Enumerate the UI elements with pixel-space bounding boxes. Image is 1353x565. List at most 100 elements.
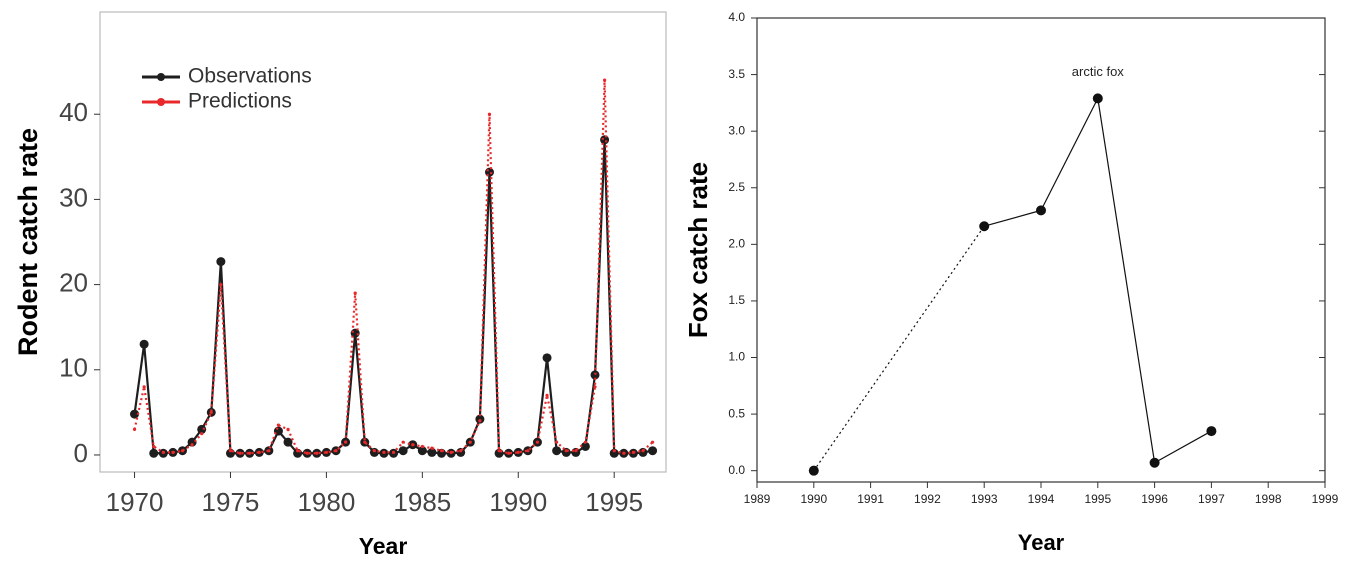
data-point — [401, 440, 405, 444]
data-point — [600, 135, 610, 145]
data-point — [542, 353, 552, 363]
data-point — [648, 446, 658, 456]
y-tick-label: 3.0 — [728, 123, 745, 137]
data-point — [808, 465, 819, 476]
data-point — [622, 451, 626, 455]
data-point — [216, 257, 226, 267]
y-tick-label: 1.5 — [728, 293, 745, 307]
data-point — [1036, 205, 1046, 216]
data-point — [574, 449, 578, 453]
data-point — [276, 423, 281, 427]
x-tick-label: 1993 — [971, 492, 998, 506]
x-tick-label: 1980 — [297, 487, 355, 517]
data-point — [439, 449, 444, 453]
data-point — [612, 449, 616, 453]
data-point — [398, 446, 408, 456]
data-point — [420, 444, 424, 449]
data-point — [200, 432, 204, 436]
x-tick-label: 1975 — [202, 487, 260, 517]
x-tick-label: 1970 — [106, 487, 164, 517]
y-tick-label: 0.0 — [728, 463, 745, 477]
series-segment — [1040, 98, 1099, 211]
x-axis-label: Year — [359, 533, 408, 559]
data-point — [149, 448, 159, 458]
plot-frame — [756, 17, 1326, 483]
data-point — [197, 424, 207, 434]
x-tick-label: 1995 — [1084, 492, 1111, 506]
y-tick-label: 0.5 — [728, 406, 745, 420]
data-point — [334, 449, 338, 453]
data-point — [180, 449, 185, 453]
y-tick-label: 40 — [59, 97, 88, 127]
series-segment — [813, 225, 985, 472]
data-point — [142, 385, 146, 389]
x-tick-label: 1990 — [489, 487, 547, 517]
data-point — [324, 450, 328, 455]
y-tick-label: 2.0 — [728, 237, 745, 251]
y-tick-label: 30 — [59, 182, 88, 212]
data-point — [417, 446, 427, 456]
y-tick-label: 4.0 — [728, 10, 745, 24]
data-point — [603, 78, 607, 82]
y-tick-label: 2.5 — [728, 180, 745, 194]
data-point — [641, 449, 645, 453]
x-tick-label: 1985 — [393, 487, 451, 517]
data-point — [139, 339, 149, 349]
data-point — [130, 409, 140, 419]
data-point — [552, 446, 562, 456]
data-point — [372, 449, 376, 453]
x-tick-label: 1995 — [585, 487, 643, 517]
data-point — [478, 419, 482, 423]
data-point — [353, 291, 357, 295]
data-point — [609, 448, 619, 458]
data-point — [526, 449, 530, 453]
data-point — [161, 450, 165, 455]
x-tick-label: 1992 — [914, 492, 941, 506]
data-point — [411, 443, 415, 447]
y-tick-label: 20 — [59, 267, 88, 297]
data-point — [209, 410, 213, 414]
x-tick-label: 1989 — [744, 492, 771, 506]
series-segment — [1097, 98, 1156, 463]
data-point — [305, 451, 309, 455]
data-point — [631, 450, 635, 455]
data-point — [1206, 426, 1217, 437]
data-point — [430, 446, 434, 450]
series-label: arctic fox — [1072, 64, 1125, 79]
data-point — [257, 450, 261, 455]
series-segment — [984, 209, 1042, 227]
data-point — [1092, 93, 1103, 104]
data-point — [427, 447, 437, 457]
data-point — [449, 450, 453, 455]
data-point — [190, 443, 194, 447]
legend-marker — [157, 73, 165, 81]
data-point — [391, 450, 396, 455]
x-tick-label: 1998 — [1255, 492, 1282, 506]
x-tick-label: 1994 — [1028, 492, 1055, 506]
y-tick-label: 0 — [74, 438, 88, 468]
data-point — [580, 441, 590, 451]
data-point — [286, 427, 290, 432]
data-point — [382, 450, 386, 455]
y-axis-label: Rodent catch rate — [13, 128, 43, 356]
data-point — [132, 427, 137, 432]
y-tick-label: 1.0 — [728, 350, 745, 364]
data-point — [593, 385, 597, 389]
legend-label: Predictions — [188, 90, 292, 113]
data-point — [516, 450, 520, 455]
data-point — [535, 440, 540, 444]
series-segment — [1154, 430, 1212, 464]
data-point — [468, 440, 472, 444]
data-point — [564, 449, 568, 453]
data-point — [583, 440, 588, 444]
data-point — [315, 451, 319, 455]
data-point — [238, 451, 242, 455]
data-point — [590, 370, 600, 380]
data-point — [459, 449, 463, 453]
data-point — [228, 449, 233, 453]
y-tick-label: 3.5 — [728, 67, 745, 81]
data-point — [171, 450, 175, 455]
x-tick-label: 1996 — [1141, 492, 1168, 506]
